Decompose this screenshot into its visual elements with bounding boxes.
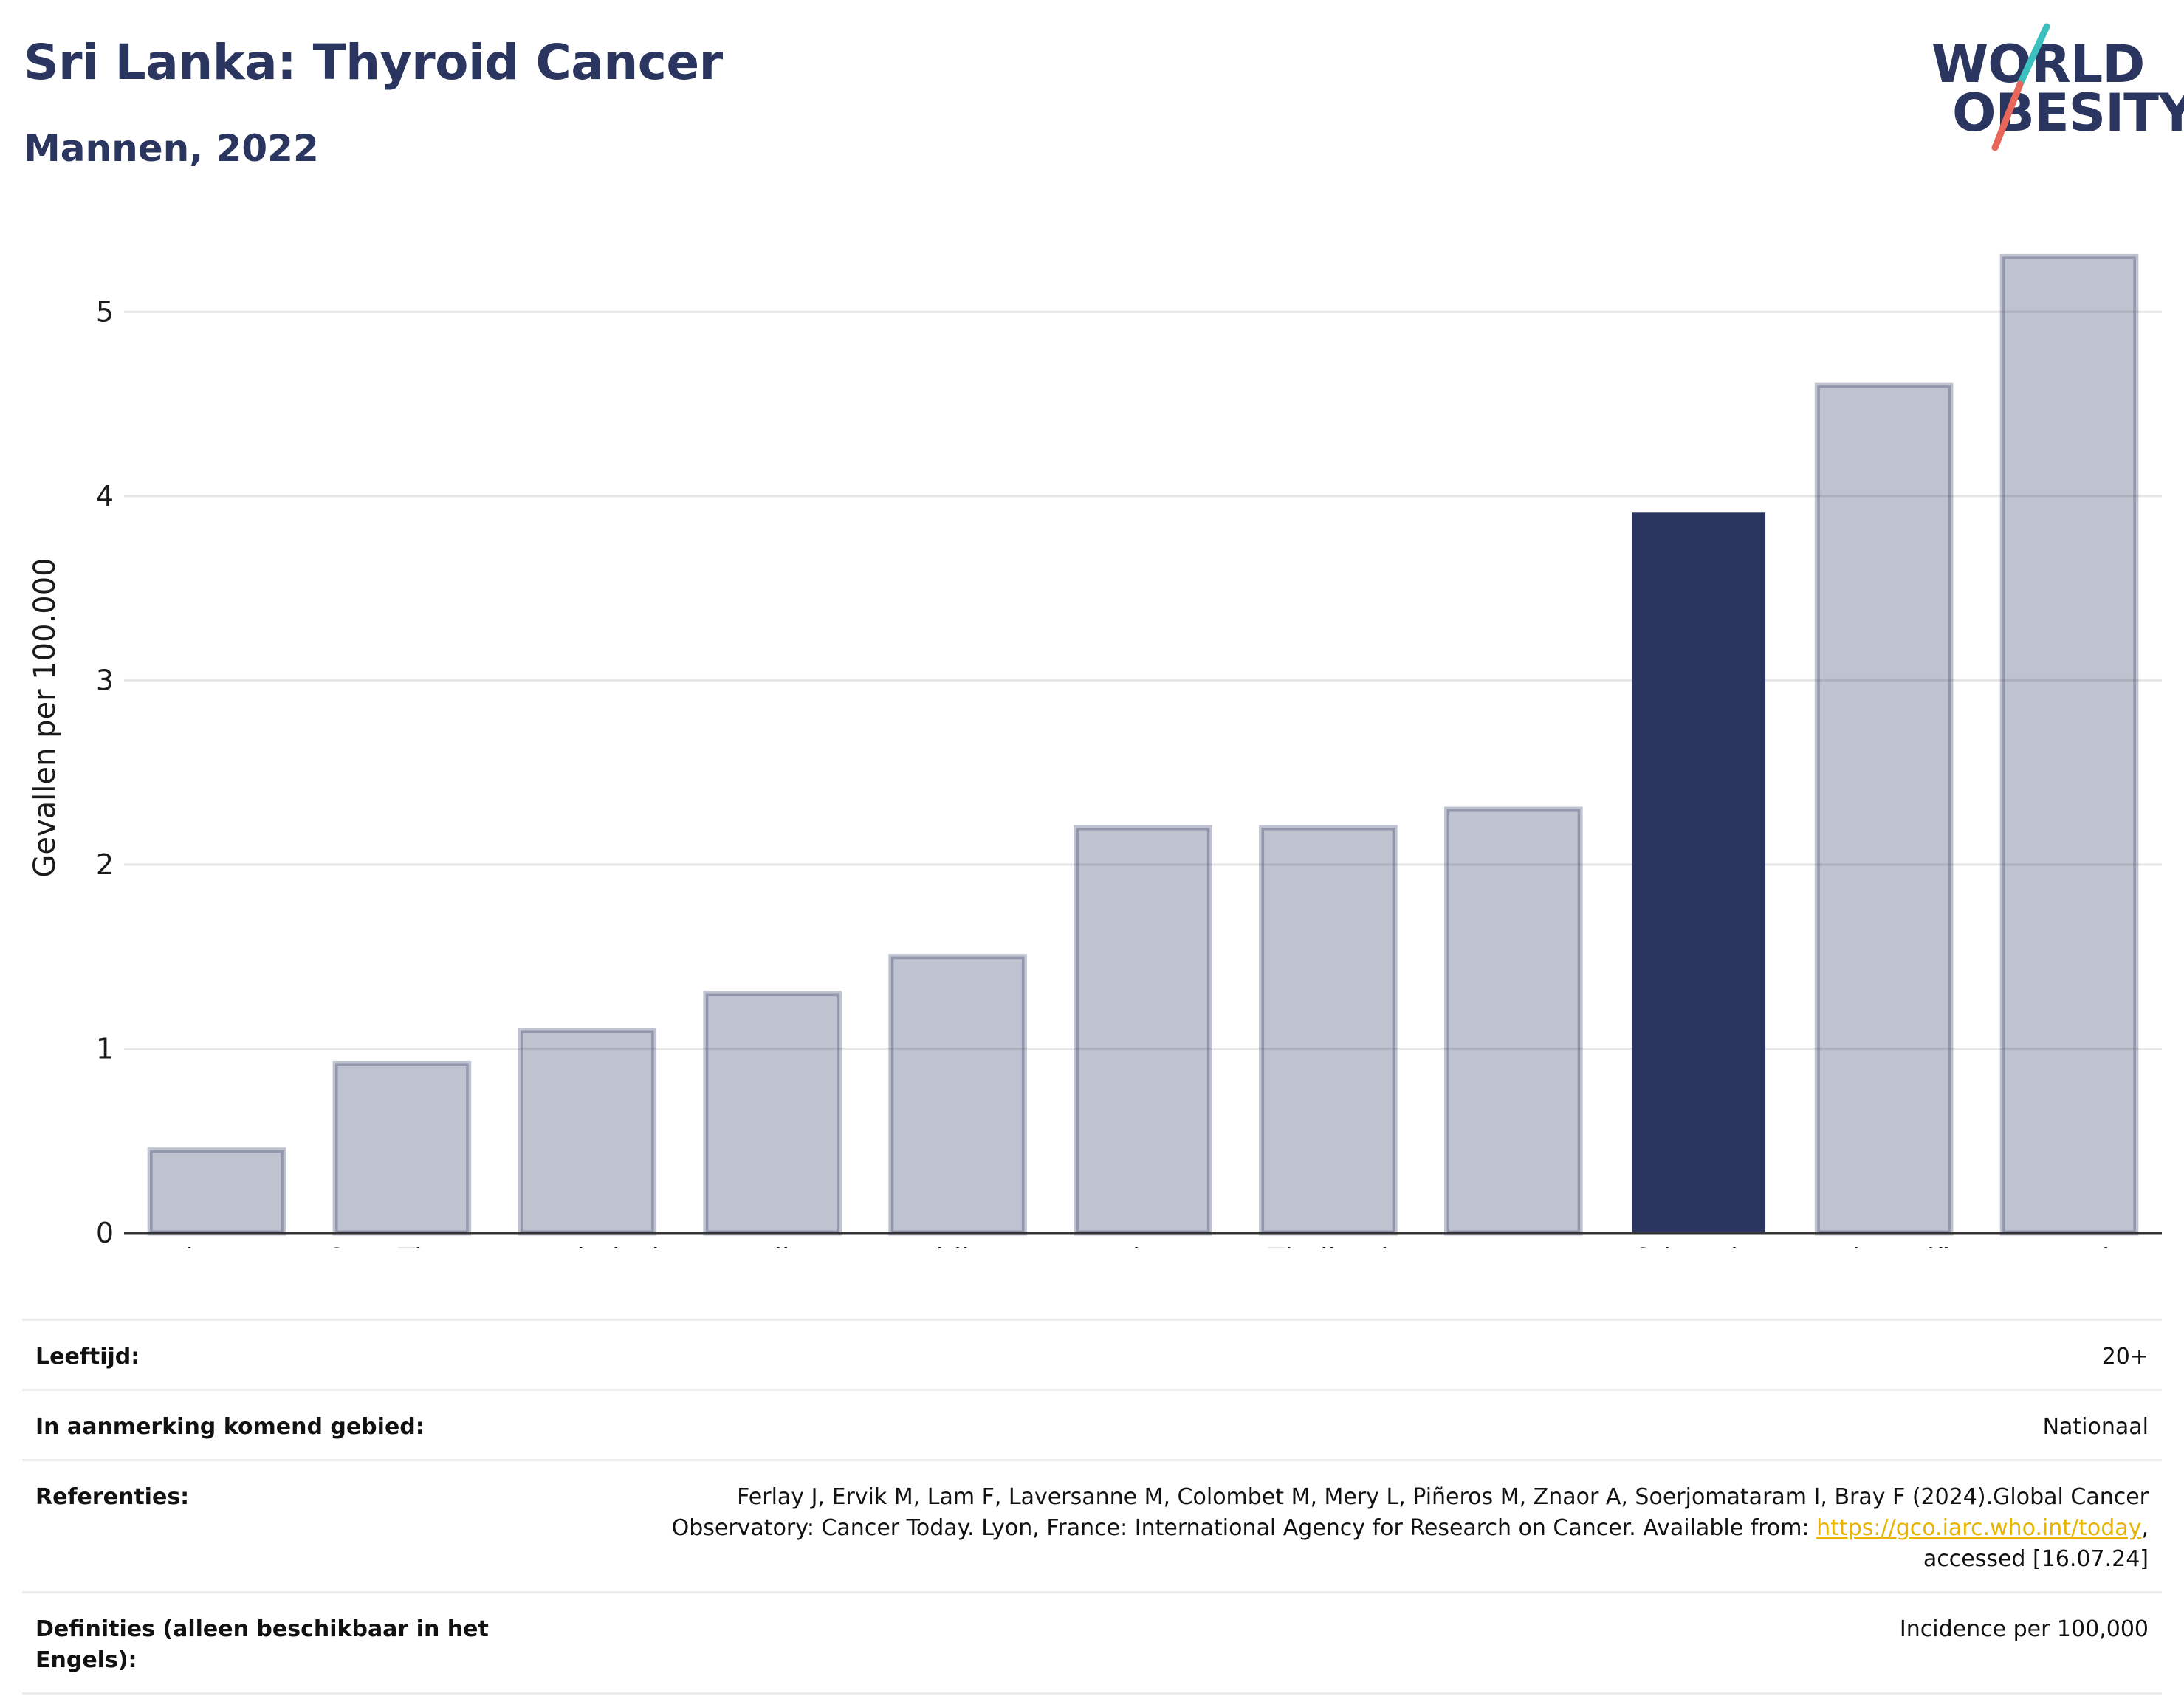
area-value: Nationaal xyxy=(2042,1414,2149,1440)
x-tick-label: Noord-Korea xyxy=(1056,1243,1229,1248)
bars xyxy=(147,253,2139,1236)
y-tick-label: 4 xyxy=(96,480,114,512)
bar xyxy=(1259,825,1398,1236)
bar xyxy=(1074,825,1212,1236)
info-table: Leeftijd: 20+ In aanmerking komend gebie… xyxy=(22,1319,2162,1695)
bar xyxy=(1443,806,1583,1236)
x-tick-label: Oost-Timor xyxy=(326,1243,478,1248)
info-row-area: In aanmerking komend gebied: Nationaal xyxy=(22,1389,2162,1459)
logo-slash-icon xyxy=(1991,23,2050,151)
page-subtitle: Mannen, 2022 xyxy=(24,127,319,170)
info-row-definitions: Definities (alleen beschikbaar in het En… xyxy=(22,1591,2162,1695)
bar-highlight xyxy=(1632,512,1766,1233)
logo-line-2: OBESITY xyxy=(1952,83,2184,143)
references-accessed: , accessed [16.07.24] xyxy=(1923,1515,2149,1572)
y-tick-label: 5 xyxy=(96,295,114,328)
x-tick-label: Sri Lanka xyxy=(1634,1243,1764,1248)
references-link[interactable]: https://gco.iarc.who.int/today xyxy=(1816,1515,2142,1541)
info-row-references: Referenties: Ferlay J, Ervik M, Lam F, L… xyxy=(22,1459,2162,1591)
bar xyxy=(518,1028,657,1236)
x-tick-labels: Bhutan Oost-Timor Bangladesh India Maldiven N… xyxy=(166,1243,2109,1248)
bar-chart: 0 1 2 3 4 5 Bhutan Oost-Timor Bangladesh India Ma… xyxy=(28,253,2162,1248)
x-tick-label: Bangladesh xyxy=(505,1243,670,1248)
x-tick-label: Bhutan xyxy=(166,1243,267,1248)
x-tick-label: Thailand xyxy=(1267,1243,1388,1248)
age-value: 20+ xyxy=(2101,1344,2149,1370)
bar xyxy=(147,1147,286,1236)
references-label: Referenties: xyxy=(35,1484,190,1510)
bar xyxy=(332,1060,472,1236)
x-tick-label: Nepal xyxy=(2029,1243,2110,1248)
x-tick-label: India xyxy=(738,1243,807,1248)
world-obesity-logo: WORLD OBESITY xyxy=(1920,21,2184,154)
page-title: Sri Lanka: Thyroid Cancer xyxy=(24,34,723,91)
y-tick-labels: 0 1 2 3 4 5 xyxy=(96,295,114,1248)
y-tick-label: 1 xyxy=(96,1032,114,1065)
x-tick-label: Myanmar xyxy=(1448,1243,1580,1248)
definitions-value: Incidence per 100,000 xyxy=(1899,1616,2149,1642)
bar xyxy=(888,954,1027,1236)
y-axis-label: Gevallen per 100.000 xyxy=(28,557,62,877)
references-value: Ferlay J, Ervik M, Lam F, Laversanne M, … xyxy=(598,1482,2149,1575)
y-tick-label: 3 xyxy=(96,664,114,696)
bar xyxy=(1999,253,2139,1236)
y-tick-label: 0 xyxy=(96,1217,114,1248)
info-row-age: Leeftijd: 20+ xyxy=(22,1319,2162,1389)
age-label: Leeftijd: xyxy=(35,1344,140,1370)
y-tick-label: 2 xyxy=(96,848,114,881)
references-text: Ferlay J, Ervik M, Lam F, Laversanne M, … xyxy=(671,1484,2149,1541)
x-tick-label: Indonesië xyxy=(1816,1243,1952,1248)
definitions-label: Definities (alleen beschikbaar in het En… xyxy=(35,1616,489,1673)
bar xyxy=(703,991,842,1236)
bar xyxy=(1814,382,1954,1236)
grid-lines xyxy=(124,310,2162,1050)
x-tick-label: Maldiven xyxy=(894,1243,1020,1248)
area-label: In aanmerking komend gebied: xyxy=(35,1414,425,1440)
